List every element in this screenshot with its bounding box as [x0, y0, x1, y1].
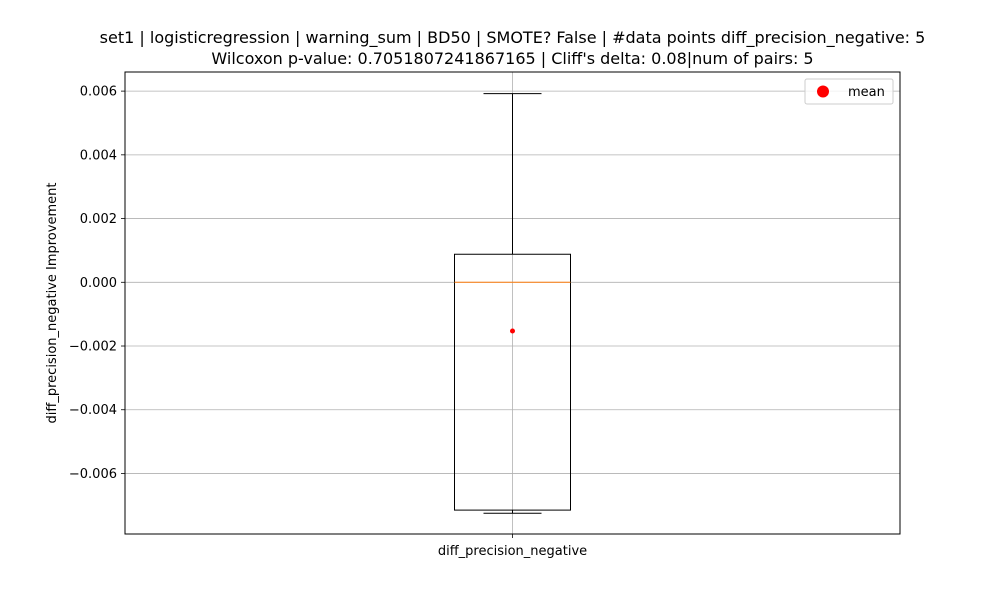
- y-tick-label: −0.006: [69, 467, 117, 482]
- y-tick-label: 0.000: [80, 276, 117, 291]
- legend-mean-label: mean: [848, 85, 885, 100]
- y-axis-ticks: −0.006 −0.004 −0.002 0.000 0.002 0.004 0.006: [69, 85, 125, 482]
- y-tick-label: −0.002: [69, 340, 117, 355]
- y-tick-label: 0.004: [80, 148, 117, 163]
- legend-frame: [804, 78, 894, 105]
- mean-point: [510, 328, 515, 334]
- legend: mean: [804, 78, 894, 105]
- legend-mean-marker: [817, 85, 829, 98]
- x-axis-ticks: diff_precision_negative: [438, 534, 587, 559]
- y-tick-label: 0.002: [80, 212, 117, 227]
- interquartile-box: [454, 253, 571, 511]
- chart-title-line-1: set1 | logisticregression | warning_sum …: [100, 28, 926, 48]
- chart-title-line-2: Wilcoxon p-value: 0.7051807241867165 | C…: [211, 49, 813, 68]
- y-axis-label: diff_precision_negative Improvement: [45, 183, 60, 424]
- box-group: [454, 93, 571, 514]
- y-tick-label: −0.004: [69, 403, 117, 418]
- y-tick-label: 0.006: [80, 85, 117, 100]
- x-tick-label: diff_precision_negative: [438, 544, 587, 559]
